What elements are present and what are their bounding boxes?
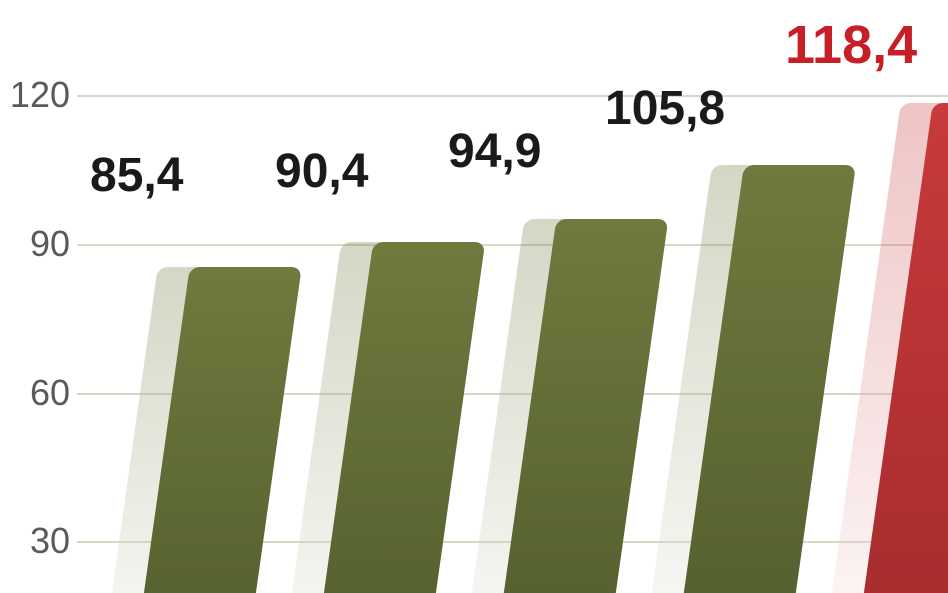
bar-value-label: 105,8 [605, 85, 725, 133]
bar-value-label: 90,4 [275, 148, 368, 196]
plot-area [77, 10, 948, 593]
y-tick-label: 60 [0, 375, 70, 411]
gridline [77, 95, 948, 97]
bar-value-label: 118,4 [785, 18, 917, 72]
y-tick-label: 120 [0, 77, 70, 113]
y-tick-label: 30 [0, 523, 70, 559]
y-tick-label: 90 [0, 226, 70, 262]
bar-value-label: 94,9 [448, 128, 541, 176]
bar-value-label: 85,4 [90, 152, 183, 200]
bar-chart: 30 60 90 120 85,4 90,4 94,9 105,8 118,4 [0, 0, 948, 593]
